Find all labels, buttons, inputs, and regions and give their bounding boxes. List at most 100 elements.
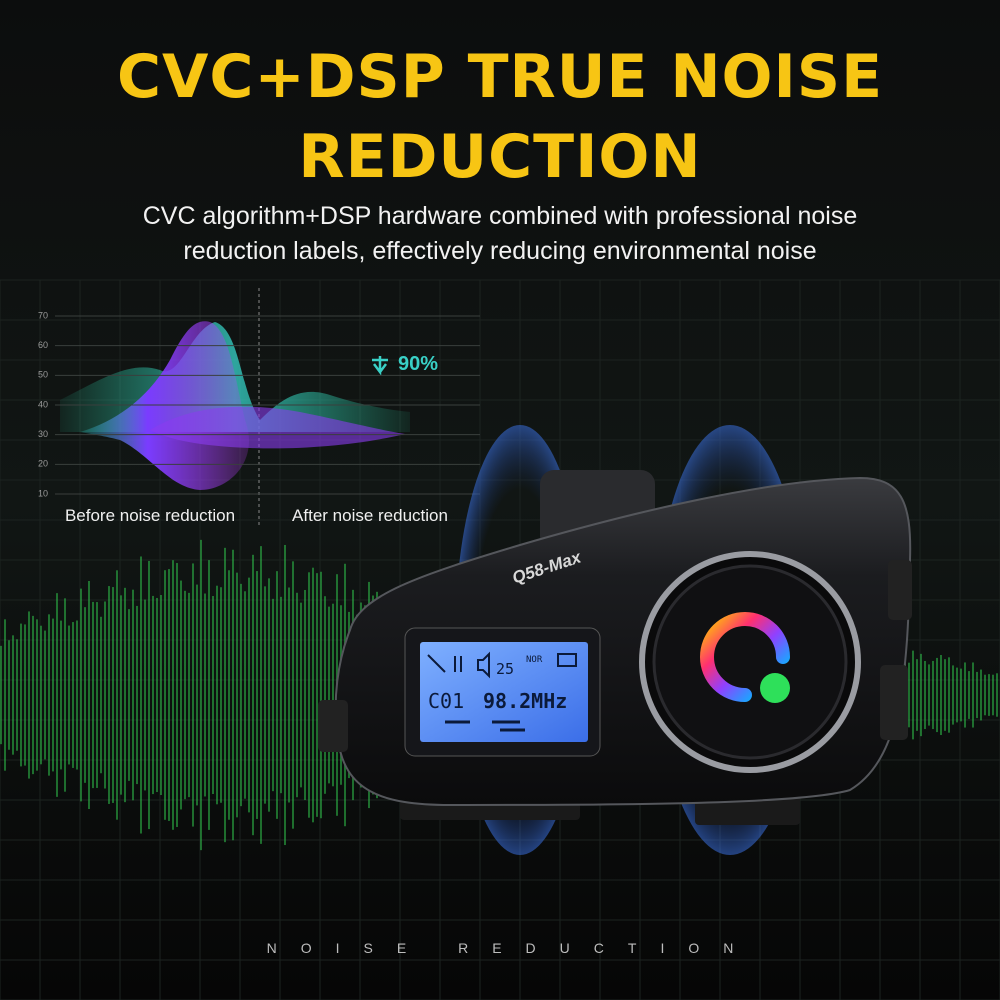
wave-bar bbox=[144, 599, 146, 791]
wave-bar bbox=[984, 674, 986, 716]
wave-bar bbox=[952, 665, 954, 725]
lcd-frequency: 98.2MHz bbox=[483, 689, 567, 713]
footer-text: NOISE REDUCTION bbox=[267, 940, 758, 956]
wave-bar bbox=[32, 615, 34, 775]
wave-bar bbox=[52, 618, 54, 772]
wave-bar bbox=[264, 586, 266, 804]
wave-bar bbox=[924, 660, 926, 730]
wave-bar bbox=[304, 589, 306, 801]
wave-bar bbox=[44, 630, 46, 760]
wave-bar bbox=[24, 624, 26, 766]
wave-bar bbox=[196, 584, 198, 806]
wave-bar bbox=[236, 572, 238, 818]
wave-bar bbox=[980, 669, 982, 721]
wave-bar bbox=[288, 587, 290, 803]
wave-bar bbox=[992, 674, 994, 716]
wave-bar bbox=[300, 602, 302, 788]
wave-bar bbox=[928, 664, 930, 726]
title: CVC+DSP TRUE NOISE bbox=[117, 42, 883, 112]
graph-tick-label: 40 bbox=[38, 399, 48, 409]
rgb-logo bbox=[700, 612, 790, 702]
wave-bar bbox=[60, 620, 62, 770]
wave-bar bbox=[272, 598, 274, 792]
wave-bar bbox=[20, 623, 22, 767]
wave-bar bbox=[12, 635, 14, 755]
wave-bar bbox=[84, 607, 86, 783]
caption: Before noise reduction bbox=[65, 506, 235, 525]
wave-bar bbox=[8, 640, 10, 750]
wave-bar bbox=[224, 547, 226, 843]
wave bbox=[150, 406, 405, 449]
subtitle: reduction labels, effectively reducing e… bbox=[183, 237, 816, 265]
wave-bar bbox=[260, 546, 262, 844]
graph-tick-label: 10 bbox=[38, 488, 48, 498]
wave-bar bbox=[116, 570, 118, 820]
wave-bar bbox=[28, 611, 30, 779]
wave-bar bbox=[948, 657, 950, 733]
wave-bar bbox=[220, 587, 222, 803]
graph-tick-label: 70 bbox=[38, 310, 48, 320]
reduction-percent: 90% bbox=[398, 353, 438, 375]
wave-bar bbox=[92, 601, 94, 789]
wave-bar bbox=[916, 659, 918, 731]
wave-bar bbox=[168, 569, 170, 821]
wave-bar bbox=[96, 602, 98, 788]
wave-bar bbox=[228, 570, 230, 820]
wave-bar bbox=[312, 567, 314, 823]
wave-bar bbox=[232, 549, 234, 841]
intercom-device: Q58-Max 25 NOR C01 98.2MHz bbox=[318, 425, 912, 855]
wave-bar bbox=[48, 614, 50, 776]
graph-tick-label: 30 bbox=[38, 429, 48, 439]
wave-bar bbox=[68, 625, 70, 765]
wave-bar bbox=[216, 585, 218, 805]
wave-bar bbox=[76, 620, 78, 770]
side-button bbox=[880, 665, 908, 740]
wave-bar bbox=[108, 586, 110, 804]
lcd-icons bbox=[427, 651, 490, 679]
caption: After noise reduction bbox=[292, 506, 448, 525]
wave-bar bbox=[944, 659, 946, 731]
wave-bar bbox=[208, 560, 210, 830]
lcd-channel: C01 bbox=[428, 689, 464, 713]
wave-bar bbox=[36, 619, 38, 771]
wave-bar bbox=[908, 662, 910, 728]
wave-bar bbox=[332, 603, 334, 787]
wave-bar bbox=[132, 589, 134, 801]
noise-graph: 70 90% Before noise reduction After nois… bbox=[38, 288, 480, 528]
wave-bar bbox=[152, 595, 154, 795]
side-button bbox=[888, 560, 912, 620]
wave-bar bbox=[100, 616, 102, 774]
wave-bar bbox=[0, 645, 2, 745]
wave-bar bbox=[112, 587, 114, 803]
lcd-mode: NOR bbox=[526, 655, 543, 665]
wave-bar bbox=[308, 572, 310, 818]
wave-bar bbox=[172, 560, 174, 830]
wave-bar bbox=[88, 580, 90, 810]
wave-bar bbox=[936, 657, 938, 733]
wave-bar bbox=[16, 639, 18, 751]
wave-bar bbox=[280, 596, 282, 794]
graph-tick-label: 50 bbox=[38, 370, 48, 380]
down-arrow-icon bbox=[372, 356, 388, 376]
wave-bar bbox=[316, 573, 318, 817]
wave-bar bbox=[192, 563, 194, 827]
wave-bar bbox=[128, 609, 130, 781]
wave-bar bbox=[240, 583, 242, 807]
wave-bar bbox=[164, 570, 166, 820]
wave-bar bbox=[188, 592, 190, 798]
wave-bar bbox=[176, 563, 178, 827]
wave-bar bbox=[960, 668, 962, 722]
wave-bar bbox=[136, 605, 138, 785]
graph-tick-label: 60 bbox=[38, 340, 48, 350]
wave-bar bbox=[252, 554, 254, 836]
wave-bar bbox=[996, 673, 998, 717]
wave-bar bbox=[284, 544, 286, 846]
wave-bar bbox=[156, 597, 158, 793]
wave-bar bbox=[964, 662, 966, 728]
wave-bar bbox=[140, 556, 142, 834]
wave-bar bbox=[324, 596, 326, 794]
wave-bar bbox=[64, 598, 66, 792]
wave-bar bbox=[328, 606, 330, 784]
wave-bar bbox=[180, 580, 182, 810]
